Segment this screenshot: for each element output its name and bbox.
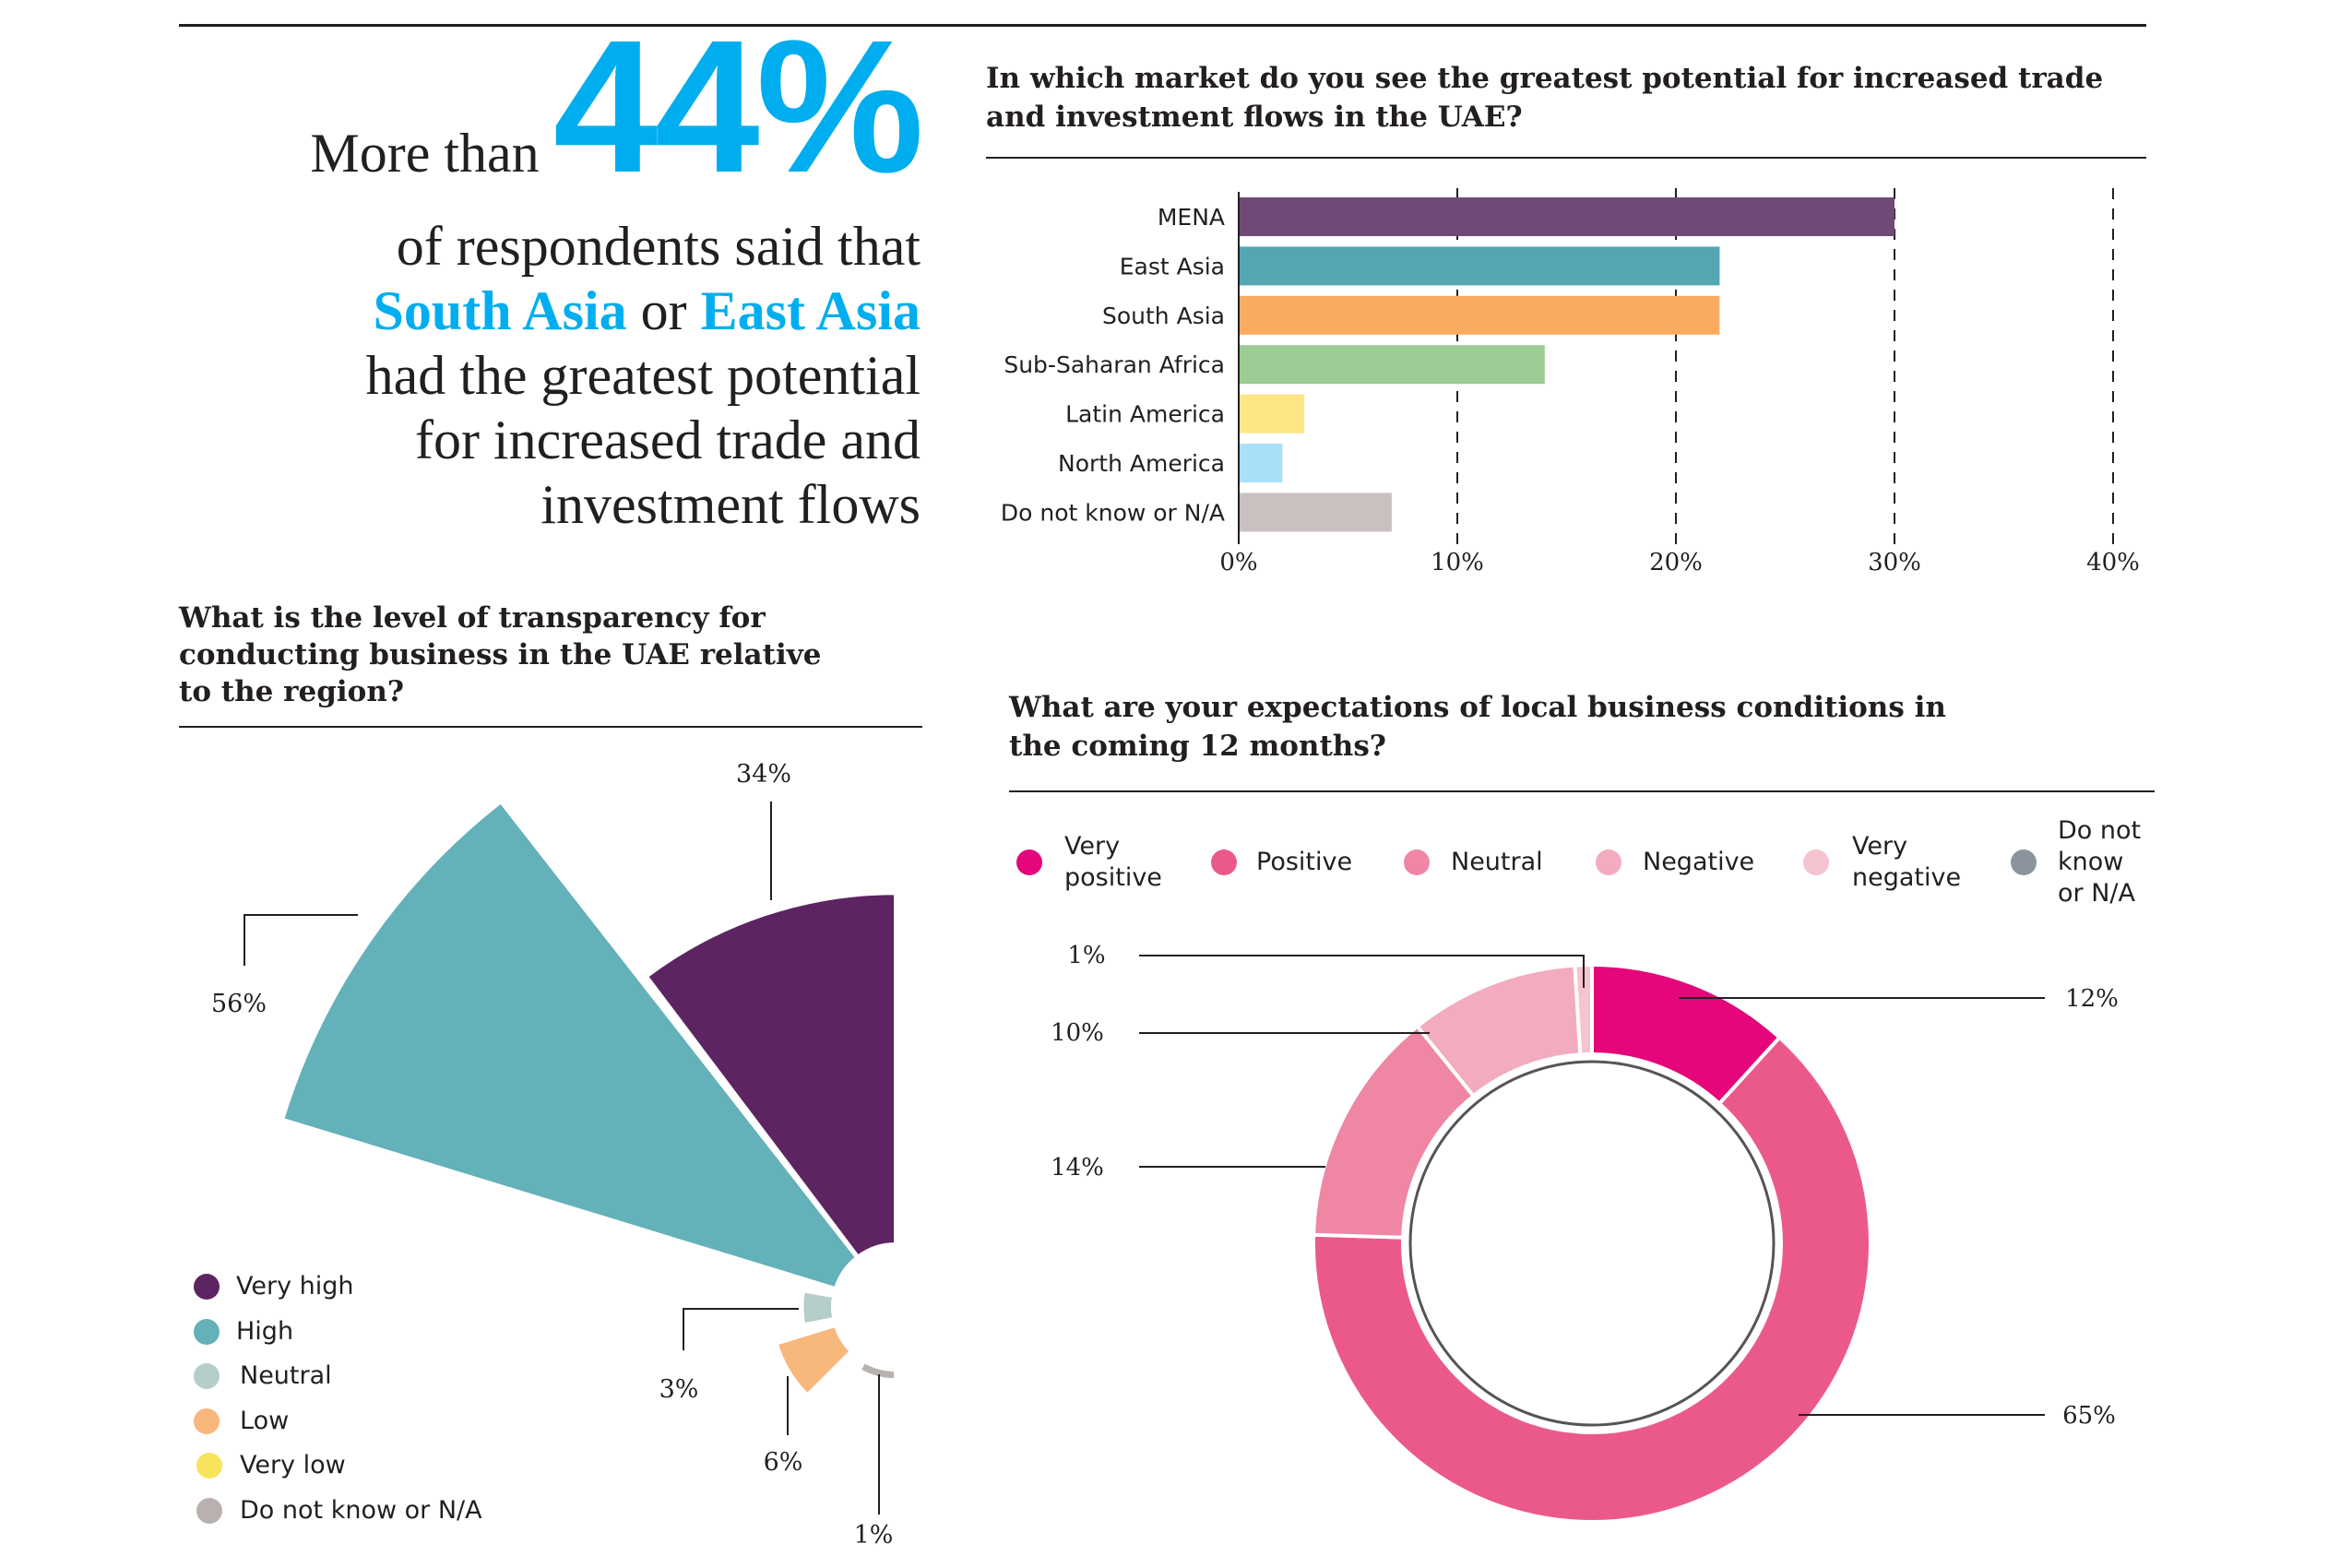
bar-category-label: MENA [1158,204,1225,231]
legend-label: positive [1064,863,1162,892]
polar-segment-high [279,799,860,1291]
legend-swatch [194,1363,220,1389]
bar-north-america [1239,444,1283,482]
data-label: 65% [2062,1402,2116,1430]
legend-label: or N/A [2058,879,2135,908]
legend-label: Do not [2058,816,2142,845]
data-label: 3% [659,1375,699,1404]
x-tick-label: 30% [1868,549,1921,576]
legend-swatch [1211,849,1237,875]
bar-south-asia [1239,295,1720,335]
headline-first-line: More than 44% [310,0,924,214]
legend-label: Do not know or N/A [240,1495,482,1525]
x-tick-label: 0% [1219,549,1257,576]
title-line: the coming 12 months? [1009,730,1386,763]
headline-line: South Asia or East Asia [310,279,921,343]
legend-swatch [194,1318,220,1345]
data-label: 12% [2065,985,2119,1013]
headline-highlight: South Asia [373,280,627,341]
bar-sub-saharan-africa [1239,345,1545,385]
expectations-chart-title: What are your expectations of local busi… [1009,688,1946,766]
data-label: 1% [1067,942,1105,969]
legend-label: Neutral [1451,848,1543,876]
leader-line [683,1308,799,1350]
legend-swatch [1596,849,1621,875]
bar-category-label: Sub-Saharan Africa [1004,351,1225,378]
legend-label: Very high [236,1272,354,1301]
leader-line [1139,955,1585,988]
donut-segment-neutral [1312,1023,1477,1240]
data-label: 34% [736,760,791,789]
donut-segment-positive [1312,1034,1872,1524]
donut-inner-ring [1408,1060,1776,1427]
bar-chart: 0% 10% 20% 30% 40% MENA East Asia South Asia Sub… [1001,188,2140,576]
expectations-chart-rule [1009,790,2155,792]
bar-category-label: North America [1058,450,1225,477]
legend-swatch [1404,849,1430,875]
headline-line: for increased trade and [414,410,921,470]
legend-label: Very low [240,1451,346,1479]
data-label: 6% [764,1448,803,1477]
legend-swatch [1016,849,1042,875]
bar-chart-title: In which market do you see the greatest … [986,59,2185,137]
bar-mena [1239,197,1894,236]
legend-label: negative [1852,863,1962,892]
bar-category-label: Do not know or N/A [1001,499,1225,526]
title-line: In which market do you see the greatest … [986,62,2104,95]
polar-segment-low [774,1323,854,1398]
headline-joiner: or [626,280,701,341]
polar-segment-neutral [800,1289,837,1327]
bar-chart-rule [986,157,2146,159]
transparency-chart-title: What is the level of transparency for co… [179,600,821,710]
legend-label: Negative [1643,848,1755,876]
headline-big-value: 44% [552,1,924,212]
x-tick-label: 20% [1649,549,1703,576]
legend-label: High [236,1316,294,1346]
bar-latin-america [1239,394,1305,434]
legend-swatch [194,1408,220,1434]
donut-segment-very-negative [1573,962,1594,1057]
data-label: 10% [1051,1019,1104,1047]
legend-swatch [1803,849,1829,875]
legend-label: Very [1852,832,1908,861]
headline-highlight: East Asia [700,280,921,341]
legend-swatch [196,1453,222,1479]
headline-callout: More than 44% of respondents said that S… [310,0,924,537]
bar-do-not-know-or-n-a [1239,493,1392,532]
data-label: 14% [1051,1154,1104,1182]
legend-label: Positive [1256,848,1353,876]
legend-swatch [196,1497,222,1524]
legend-swatch [2011,849,2037,875]
headline-prefix: More than [310,123,540,184]
leader-line [243,914,358,966]
transparency-chart-rule [179,726,922,728]
x-tick-label: 10% [1431,549,1484,576]
title-line: What is the level of transparency for [179,601,766,635]
legend-swatch [194,1274,220,1300]
headline-line: investment flows [540,474,921,535]
polar-segment-very-high [644,891,897,1260]
title-line: to the region? [179,675,405,708]
title-line: conducting business in the UAE relative [179,638,822,671]
polar-segment-do-not-know-or-n-a [856,1359,897,1383]
title-line: and investment flows in the UAE? [986,101,1523,134]
legend-label: Neutral [240,1361,332,1390]
title-line: What are your expectations of local busi… [1009,691,1946,724]
bar-category-label: East Asia [1120,253,1225,279]
bar-category-label: Latin America [1065,401,1225,428]
headline-line: had the greatest potential [365,345,921,406]
x-tick-label: 40% [2086,549,2140,576]
bar-east-asia [1239,246,1720,286]
top-rule [179,24,2146,27]
bar-category-label: South Asia [1102,303,1225,329]
data-label: 56% [211,990,267,1018]
donut-segment-very-positive [1590,962,1783,1107]
headline-line: of respondents said that [396,216,921,277]
data-label: 1% [854,1521,894,1550]
legend-label: Very [1064,832,1121,861]
legend-label: Low [240,1406,290,1435]
legend-label: know [2058,848,2124,876]
